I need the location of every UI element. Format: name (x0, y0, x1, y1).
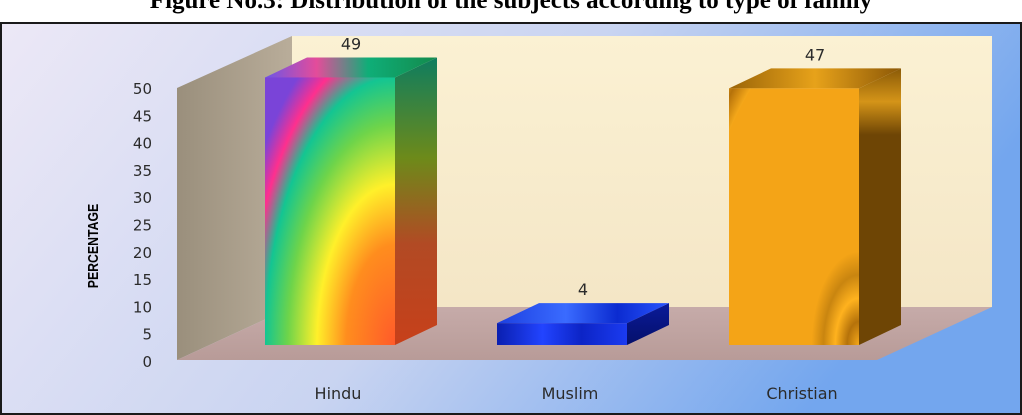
y-tick-label: 10 (133, 298, 152, 316)
bar-muslim: 4 (497, 280, 669, 345)
bar-front (729, 88, 859, 345)
y-tick-label: 20 (133, 244, 152, 262)
x-axis-labels: Hindu Muslim Christian (315, 384, 838, 403)
bar-side (859, 68, 901, 345)
bar-top (497, 303, 669, 324)
y-tick-label: 30 (133, 189, 152, 207)
bars-group: 49 4 47 (265, 34, 901, 346)
y-tick-label: 35 (133, 162, 152, 180)
y-tick-label: 0 (142, 353, 152, 371)
bar-hindu: 49 (265, 34, 437, 346)
y-tick-label: 25 (133, 217, 152, 235)
chart-frame: 0 5 10 15 20 25 30 35 40 45 50 PERCENTAGE 49 4 47 Hi… (0, 22, 1022, 415)
y-axis-title: PERCENTAGE (85, 204, 101, 288)
x-tick-label: Hindu (315, 384, 362, 403)
data-label: 4 (578, 280, 588, 299)
data-label: 47 (805, 45, 825, 64)
figure-caption: Figure No.3: Distribution of the subject… (0, 0, 1022, 22)
bar-side (395, 57, 437, 346)
bar-front (497, 323, 627, 345)
bar-christian: 47 (729, 45, 901, 345)
y-tick-label: 40 (133, 135, 152, 153)
x-tick-label: Christian (766, 384, 837, 403)
y-axis-ticks: 0 5 10 15 20 25 30 35 40 45 50 (133, 80, 152, 371)
figure-caption-text: Figure No.3: Distribution of the subject… (149, 0, 873, 14)
x-tick-label: Muslim (542, 384, 599, 403)
y-tick-label: 15 (133, 271, 152, 289)
bar-top (729, 68, 901, 89)
bar-top (265, 57, 437, 78)
y-tick-label: 45 (133, 107, 152, 125)
bar-chart: 0 5 10 15 20 25 30 35 40 45 50 PERCENTAGE 49 4 47 Hi… (2, 24, 1020, 413)
chart-side-wall (177, 36, 292, 360)
y-tick-label: 5 (142, 326, 152, 344)
y-tick-label: 50 (133, 80, 152, 98)
bar-front (265, 77, 395, 346)
data-label: 49 (341, 34, 361, 53)
bar-side (627, 303, 669, 345)
